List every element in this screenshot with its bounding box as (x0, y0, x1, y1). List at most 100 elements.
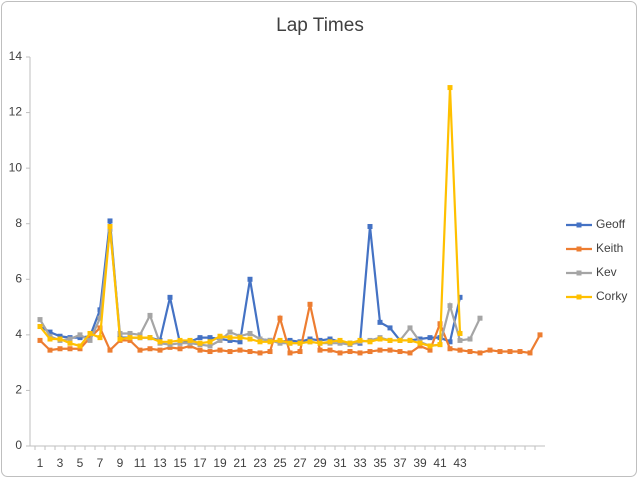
point-marker (277, 337, 283, 343)
point-marker (387, 337, 393, 343)
point-marker (467, 336, 473, 342)
point-marker (227, 337, 233, 343)
point-marker (167, 342, 173, 348)
point-marker (457, 337, 463, 343)
point-marker (417, 336, 423, 342)
point-marker (397, 337, 403, 343)
point-marker (47, 336, 53, 342)
point-marker (257, 350, 263, 356)
point-marker (247, 276, 253, 282)
y-tick-label: 8 (15, 216, 22, 230)
point-marker (137, 335, 143, 341)
point-marker (187, 337, 193, 343)
point-marker (317, 340, 323, 346)
point-marker (177, 346, 183, 352)
x-tick-label: 1 (37, 456, 44, 470)
y-tick-label: 14 (9, 49, 23, 63)
point-marker (287, 350, 293, 356)
point-marker (287, 340, 293, 346)
point-marker (327, 339, 333, 345)
point-marker (77, 332, 83, 338)
point-marker (297, 349, 303, 355)
point-marker (447, 339, 453, 345)
point-marker (457, 347, 463, 353)
point-marker (337, 340, 343, 346)
point-marker (257, 336, 263, 342)
point-marker (257, 339, 263, 345)
point-marker (247, 349, 253, 355)
x-tick-label: 13 (153, 456, 167, 470)
legend-marker (576, 270, 582, 276)
point-marker (207, 339, 213, 345)
point-marker (137, 347, 143, 353)
point-marker (237, 335, 243, 341)
point-marker (457, 294, 463, 300)
point-marker (37, 317, 43, 323)
point-marker (67, 336, 73, 342)
point-marker (507, 349, 513, 355)
x-tick-label: 27 (293, 456, 307, 470)
point-marker (487, 347, 493, 353)
point-marker (157, 347, 163, 353)
point-marker (267, 339, 273, 345)
x-tick-label: 15 (173, 456, 187, 470)
legend-marker (576, 222, 582, 228)
point-marker (247, 336, 253, 342)
x-tick-label: 39 (413, 456, 427, 470)
x-tick-label: 11 (134, 456, 147, 470)
point-marker (77, 335, 83, 341)
point-marker (477, 315, 483, 321)
point-marker (167, 344, 173, 350)
point-marker (187, 343, 193, 349)
point-marker (147, 312, 153, 318)
point-marker (387, 325, 393, 331)
point-marker (37, 337, 43, 343)
point-marker (197, 347, 203, 353)
point-marker (417, 343, 423, 349)
legend-label: Geoff (596, 217, 626, 231)
point-marker (247, 330, 253, 336)
point-marker (137, 332, 143, 338)
point-marker (317, 337, 323, 343)
x-tick-label: 19 (213, 456, 227, 470)
point-marker (377, 319, 383, 325)
point-marker (47, 333, 53, 339)
point-marker (177, 340, 183, 346)
point-marker (167, 294, 173, 300)
point-marker (397, 349, 403, 355)
point-marker (107, 347, 113, 353)
point-marker (127, 335, 133, 341)
point-marker (467, 349, 473, 355)
point-marker (427, 335, 433, 341)
point-marker (237, 347, 243, 353)
point-marker (447, 85, 453, 91)
point-marker (97, 315, 103, 321)
point-marker (277, 315, 283, 321)
point-marker (287, 337, 293, 343)
point-marker (367, 339, 373, 345)
point-marker (77, 343, 83, 349)
point-marker (77, 346, 83, 352)
x-tick-label: 31 (333, 456, 347, 470)
x-tick-label: 5 (77, 456, 84, 470)
point-marker (37, 324, 43, 330)
point-marker (267, 349, 273, 355)
point-marker (67, 340, 73, 346)
point-marker (317, 347, 323, 353)
point-marker (347, 349, 353, 355)
point-marker (427, 343, 433, 349)
point-marker (57, 333, 63, 339)
point-marker (457, 330, 463, 336)
point-marker (307, 339, 313, 345)
point-marker (297, 340, 303, 346)
y-tick-label: 2 (15, 383, 22, 397)
point-marker (327, 336, 333, 342)
point-marker (307, 336, 313, 342)
y-tick-label: 12 (9, 105, 23, 119)
point-marker (227, 329, 233, 335)
x-tick-label: 7 (97, 456, 104, 470)
point-marker (217, 337, 223, 343)
x-tick-label: 41 (433, 456, 447, 470)
